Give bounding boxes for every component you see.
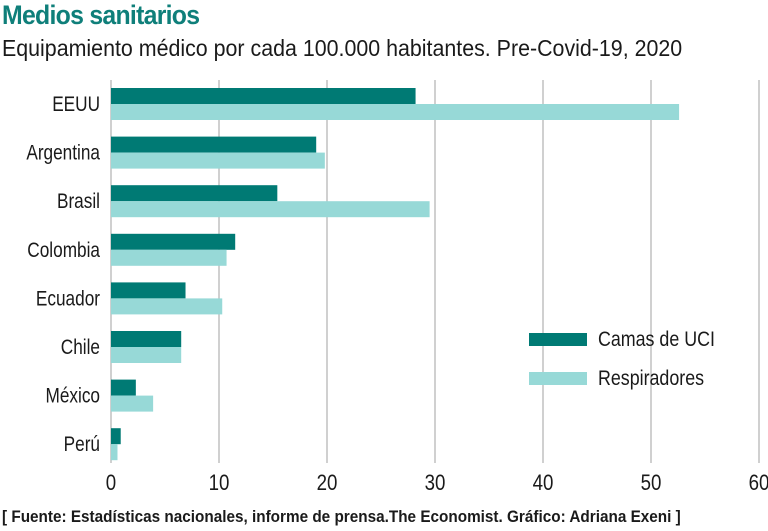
bar-camas-uci [111,428,121,445]
bar-camas-uci [111,185,278,202]
bar-camas-uci [111,379,136,396]
category-label: Argentina [26,142,100,165]
bar-respiradores [111,298,223,315]
x-tick-label: 0 [106,472,116,496]
category-labels: EEUU Argentina Brasil Colombia Ecuador Chile M… [26,94,100,457]
bar-camas-uci [111,233,236,250]
category-label: EEUU [52,94,100,117]
x-tick-label: 60 [749,472,768,496]
legend-label: Camas de UCI [598,328,715,352]
bar-chart: EEUU Argentina Brasil Colombia Ecuador Chile M… [26,80,768,496]
bar-respiradores [111,249,227,266]
chart-subtitle: Equipamiento médico por cada 100.000 hab… [2,35,683,61]
legend-swatch [529,333,587,346]
category-label: Colombia [27,239,100,262]
category-label: Perú [64,434,100,457]
x-tick-label: 10 [209,472,230,496]
x-tick-label: 30 [425,472,446,496]
legend-swatch [529,372,587,385]
bar-respiradores [111,104,680,120]
legend-label: Respiradores [598,367,704,391]
bar-respiradores [111,395,154,412]
legend: Camas de UCI Respiradores [529,328,715,391]
category-label: Brasil [57,191,100,214]
bars [111,88,680,461]
x-tick-label: 50 [641,472,662,496]
source-footer: [ Fuente: Estadísticas nacionales, infor… [2,507,681,526]
bar-respiradores [111,444,118,461]
category-label: Chile [61,337,100,360]
bar-respiradores [111,347,182,363]
bar-respiradores [111,201,430,218]
x-tick-label: 40 [533,472,554,496]
bar-respiradores [111,152,325,169]
bar-camas-uci [111,282,186,299]
chart-title: Medios sanitarios [2,0,200,30]
bar-camas-uci [111,88,416,104]
x-tick-labels: 0 10 20 30 40 50 60 [106,472,768,496]
category-label: Ecuador [36,288,101,311]
bar-camas-uci [111,331,182,347]
x-tick-label: 20 [317,472,338,496]
category-label: México [45,385,100,408]
bar-camas-uci [111,136,317,153]
